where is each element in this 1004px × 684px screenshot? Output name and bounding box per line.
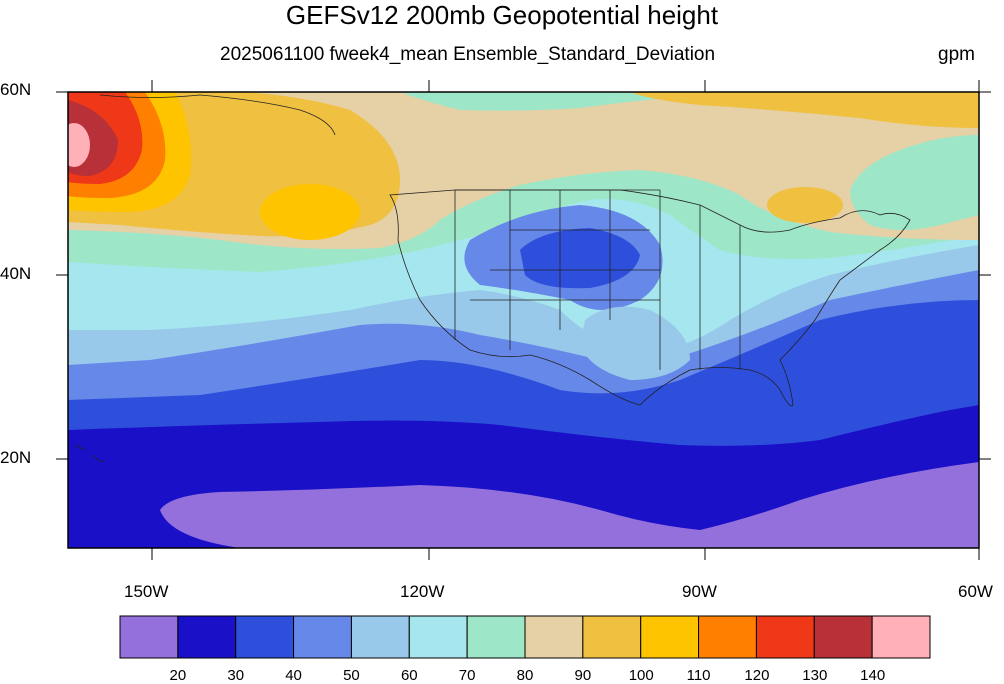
lat-label-40n: 40N (0, 264, 32, 283)
contour-blob-100 (260, 184, 360, 240)
units-label: gpm (938, 44, 975, 65)
colorbar-label: 90 (574, 667, 592, 684)
contour-band-20 (160, 462, 979, 548)
contour-texas-60 (580, 306, 690, 380)
colorbar-label: 40 (285, 667, 302, 684)
lat-label-20n: 20N (0, 448, 32, 467)
colorbar-swatch (813, 615, 873, 659)
colorbar-swatch (293, 615, 352, 659)
colorbar-swatch (408, 615, 468, 659)
lon-label-150w: 150W (124, 582, 169, 601)
colorbar-swatch (524, 615, 584, 659)
colorbar-swatch (466, 615, 526, 659)
contour-blob-90-east (767, 187, 843, 223)
lon-label-90w: 90W (682, 582, 717, 601)
colorbar-label: 30 (227, 667, 245, 684)
colorbar-swatch (755, 615, 815, 659)
lon-label-120w: 120W (400, 582, 445, 601)
colorbar-swatch (871, 615, 931, 659)
plot-title: GEFSv12 200mb Geopotential height (285, 0, 719, 30)
colorbar-label: 20 (169, 667, 187, 684)
colorbar-swatch (235, 615, 295, 659)
coastlines (74, 94, 911, 463)
contour-band-80-north (68, 92, 979, 111)
colorbar-swatch (582, 615, 642, 659)
colorbar-label: 60 (400, 667, 418, 684)
colorbar-label: 140 (860, 667, 886, 684)
colorbar-swatch (119, 615, 179, 659)
colorbar-swatch (177, 615, 237, 659)
colorbar (119, 615, 931, 659)
contour-max (68, 123, 90, 167)
lon-label-60w: 60W (958, 582, 993, 601)
colorbar-label: 130 (802, 667, 828, 684)
colorbar-swatch (640, 615, 700, 659)
plot-subtitle: 2025061100 fweek4_mean Ensemble_Standard… (220, 44, 716, 65)
contour-band-90-ne (630, 92, 979, 128)
axis-ticks (56, 80, 991, 560)
colorbar-swatch (698, 615, 757, 659)
colorbar-label: 110 (686, 667, 711, 684)
colorbar-label: 100 (628, 667, 654, 684)
colorbar-label: 70 (458, 667, 476, 684)
colorbar-label: 120 (744, 667, 770, 684)
colorbar-swatch (350, 615, 410, 659)
filled-contours (68, 92, 979, 548)
colorbar-label: 50 (343, 667, 360, 684)
colorbar-label: 80 (516, 667, 534, 684)
lat-label-60n: 60N (0, 80, 32, 99)
map-frame (67, 91, 980, 549)
